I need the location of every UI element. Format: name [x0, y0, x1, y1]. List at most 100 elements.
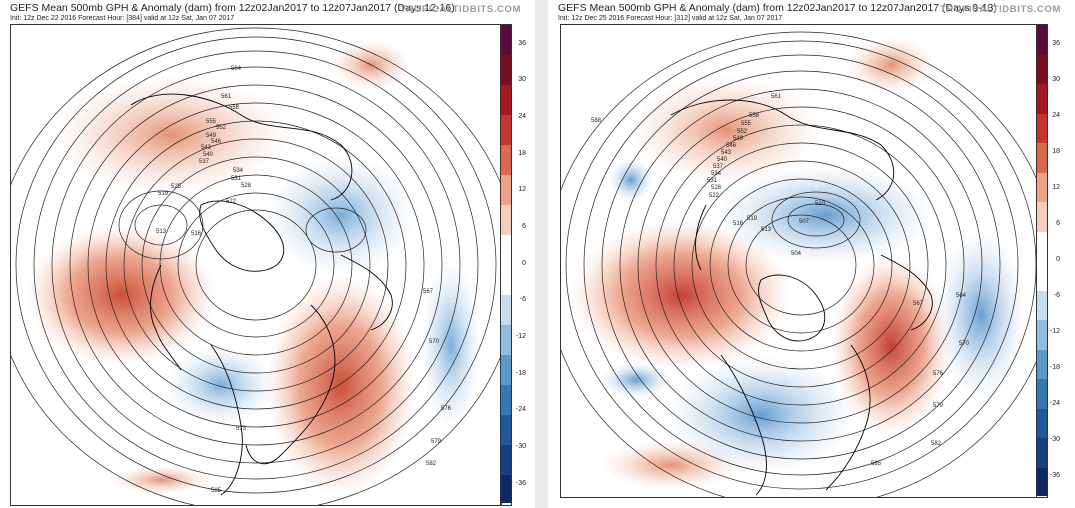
contour-label: 528: [241, 183, 252, 189]
contour-label: 558: [229, 105, 240, 111]
colorbar-tick: 36: [518, 40, 526, 47]
brand-watermark: TROPICALTIDBITS.COM: [400, 4, 521, 15]
colorbar-tick: 12: [1052, 184, 1060, 191]
colorbar-segment: [1037, 261, 1047, 291]
map-init-line: Init: 12z Dec 22 2016 Forecast Hour: [38…: [10, 15, 235, 22]
colorbar-segment: [501, 325, 511, 355]
contour-label: 528: [711, 185, 722, 191]
contour-label: 576: [933, 371, 944, 377]
contour-label: 540: [717, 157, 728, 163]
colorbar-tick: 12: [518, 186, 526, 193]
contour-label: 558: [749, 113, 760, 119]
contour-label: 543: [201, 145, 212, 151]
colorbar-segment: [501, 295, 511, 325]
colorbar-tick: 6: [1056, 220, 1060, 227]
warm-anomaly-siberia: [51, 75, 291, 195]
cool-anomaly-atlantic-east: [936, 230, 1026, 400]
colorbar-segment: [1037, 320, 1047, 350]
colorbar-segment: [501, 265, 511, 295]
contour-label: 513: [761, 227, 772, 233]
colorbar-tick: -12: [515, 333, 526, 340]
colorbar-segment: [1037, 438, 1047, 468]
contour-label: 537: [713, 164, 724, 170]
colorbar-segment: [1037, 290, 1047, 320]
colorbar-tick: 30: [1052, 76, 1060, 83]
contour-label: 570: [959, 341, 970, 347]
contour-label: 516: [191, 231, 202, 237]
contour-label: 561: [771, 94, 782, 100]
panel-days-12-16: GEFS Mean 500mb GPH & Anomaly (dam) from…: [0, 0, 535, 508]
colorbar-tick: -18: [515, 370, 526, 377]
cool-anomaly-pacific-west: [601, 362, 671, 398]
colorbar-tick: 30: [518, 76, 526, 83]
warm-anomaly-pacific: [26, 225, 216, 365]
colorbar-segment: [501, 55, 511, 85]
colorbar-segment: [501, 445, 511, 475]
warm-anomaly-atlantic: [831, 255, 951, 435]
coastlines: [670, 99, 933, 496]
contour-label: 579: [933, 403, 944, 409]
contour-label: 510: [815, 201, 826, 207]
colorbar-tick: -6: [519, 296, 526, 303]
colorbar-segment: [501, 145, 511, 175]
colorbar-segment: [501, 235, 511, 265]
warm-anomaly-north: [846, 37, 936, 93]
colorbar-tick: -30: [515, 443, 526, 450]
colorbar-tick: 24: [1052, 112, 1060, 119]
contour-label: 549: [206, 133, 217, 139]
colorbar-segment: [501, 475, 511, 503]
height-contours: [561, 31, 1036, 497]
colorbar-segment: [1037, 143, 1047, 173]
contour-label: 564: [956, 293, 967, 299]
colorbar-segment: [1037, 231, 1047, 261]
contour-label: 522: [709, 193, 720, 199]
map-title: GEFS Mean 500mb GPH & Anomaly (dam) from…: [10, 2, 455, 14]
colorbar-tick: 0: [522, 260, 526, 267]
contour-label: 516: [733, 221, 744, 227]
contour-label: 582: [931, 441, 942, 447]
contour-label: 576: [441, 406, 452, 412]
colorbar-tick: -24: [515, 406, 526, 413]
contour-label: 513: [156, 229, 167, 235]
contour-label: 504: [791, 251, 802, 257]
colorbar-segment: [501, 115, 511, 145]
colorbar-segment: [501, 385, 511, 415]
colorbar-segment: [501, 25, 511, 55]
colorbar-segment: [1037, 202, 1047, 232]
colorbar-segment: [501, 415, 511, 445]
contour-label: 585: [871, 461, 882, 467]
warm-anomaly-pacific: [571, 220, 791, 370]
colorbar-segment: [1037, 113, 1047, 143]
colorbar-tick: -36: [515, 480, 526, 487]
colorbar-tick: -18: [1049, 364, 1060, 371]
colorbar-segment: [1037, 54, 1047, 84]
contour-label: 567: [913, 301, 924, 307]
colorbar-segment: [501, 175, 511, 205]
colorbar-tick: -12: [1049, 328, 1060, 335]
contour-label: 531: [231, 176, 242, 182]
contour-label: 546: [726, 143, 737, 149]
contour-label: 540: [203, 152, 214, 158]
colorbar-tick: 0: [1056, 256, 1060, 263]
coastlines: [130, 93, 393, 496]
contour-label: 552: [737, 129, 748, 135]
contour-label: 567: [423, 289, 434, 295]
colorbar-segment: [1037, 349, 1047, 379]
contour-label: 582: [426, 461, 437, 467]
colorbar-segment: [1037, 467, 1047, 496]
contour-label: 573: [236, 426, 247, 432]
colorbar-ticks: 36 30 24 18 12 6 0 -6 -12 -18 -24 -30 -3…: [508, 24, 532, 504]
contour-label: 519: [158, 191, 169, 197]
panel-divider: [535, 0, 548, 508]
contour-label: 519: [747, 216, 758, 222]
warm-anomaly-siberia: [631, 75, 821, 185]
cool-anomaly-america: [666, 355, 856, 475]
colorbar-tick: 24: [518, 113, 526, 120]
contour-label: 543: [721, 150, 732, 156]
colorbar-tick: 36: [1052, 40, 1060, 47]
warm-anomaly-south: [111, 466, 211, 494]
cool-anomaly-europe: [266, 155, 416, 275]
contour-label: 534: [233, 168, 244, 174]
colorbar-segment: [1037, 379, 1047, 409]
contour-label: 507: [799, 219, 810, 225]
